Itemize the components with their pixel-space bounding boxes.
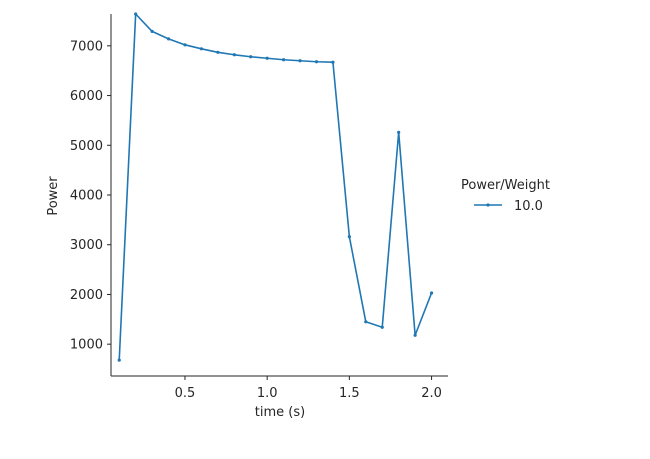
series-layer — [117, 12, 434, 362]
data-point — [199, 47, 204, 51]
y-tick-label: 1000 — [70, 338, 103, 353]
data-point — [183, 43, 187, 47]
data-point — [282, 58, 286, 62]
data-point — [314, 60, 319, 64]
y-axis-label: Power — [46, 176, 61, 216]
series-line — [118, 13, 433, 361]
x-tick-label: 1.0 — [257, 386, 278, 401]
data-point — [331, 60, 335, 64]
x-tick-label: 1.5 — [339, 386, 360, 401]
data-point — [265, 56, 269, 60]
legend-entry-label: 10.0 — [514, 199, 543, 214]
data-point — [216, 50, 220, 54]
y-tick-label: 4000 — [70, 189, 103, 204]
legend: Power/Weight 10.0 — [461, 178, 550, 214]
data-point — [364, 320, 368, 324]
data-point — [380, 325, 384, 329]
data-point — [232, 53, 236, 57]
data-point — [298, 59, 302, 63]
legend-marker-swatch — [486, 203, 490, 207]
y-tick-label: 3000 — [70, 238, 103, 253]
data-point — [150, 29, 154, 34]
legend-title: Power/Weight — [461, 178, 550, 193]
data-point — [134, 12, 138, 16]
data-point — [249, 55, 253, 59]
x-axis-label: time (s) — [255, 405, 305, 420]
data-point — [347, 235, 351, 239]
data-point — [429, 291, 434, 295]
x-axis: 0.5 1.0 1.5 2.0 — [111, 375, 448, 401]
x-tick-label: 0.5 — [175, 386, 196, 401]
y-tick-label: 7000 — [70, 39, 103, 54]
data-point — [166, 37, 171, 41]
data-point — [413, 333, 417, 337]
y-tick-label: 2000 — [70, 288, 103, 303]
data-point — [117, 358, 121, 362]
data-point — [397, 130, 401, 134]
y-axis: 1000 2000 3000 4000 5000 6000 7000 — [70, 14, 112, 376]
y-tick-label: 5000 — [70, 139, 103, 154]
y-tick-label: 6000 — [70, 89, 103, 104]
x-tick-label: 2.0 — [421, 386, 442, 401]
